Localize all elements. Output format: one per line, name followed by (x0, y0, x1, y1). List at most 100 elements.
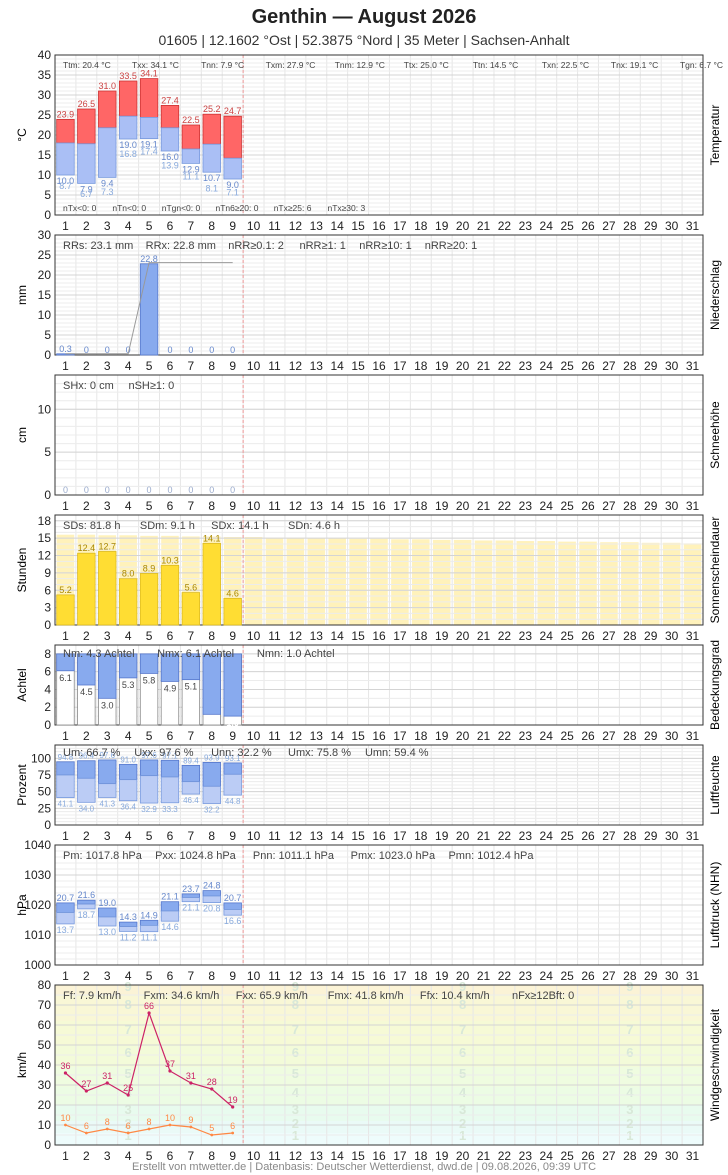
precipitation-ytick: 20 (38, 268, 52, 282)
pressure-xtick: 10 (247, 969, 261, 983)
cloud-xtick: 27 (602, 729, 616, 743)
precipitation-xtick: 11 (268, 359, 281, 373)
wind-beaufort-label: 5 (292, 1066, 299, 1081)
wind-xtick: 28 (623, 1149, 637, 1163)
wind-beaufort-label: 2 (459, 1116, 466, 1131)
temperature-frame (54, 54, 704, 216)
precipitation-label: 0 (167, 345, 172, 355)
humidity-max-label: 97.6 (99, 751, 115, 760)
cloud-stat: Nmn: 1.0 Achtel (257, 648, 335, 660)
wind-xtick: 22 (498, 1149, 512, 1163)
wind-gust-label: 25 (123, 1083, 133, 1093)
wind-mean-label: 5 (209, 1123, 214, 1133)
temperature-ground-label: 7.1 (226, 188, 239, 198)
humidity-min-label: 44.8 (225, 797, 241, 806)
wind-beaufort-label: 4 (626, 1085, 634, 1100)
wind-xtick: 17 (393, 1149, 407, 1163)
temperature-xtick: 24 (540, 219, 554, 233)
sunshine-possible-bar (453, 539, 472, 625)
wind-beaufort-label: 5 (459, 1066, 466, 1081)
snow-xtick: 26 (581, 499, 595, 513)
temperature-ground-label: 16.8 (119, 149, 137, 159)
humidity-ytick: 25 (38, 801, 52, 815)
precipitation-xtick: 12 (289, 359, 303, 373)
sunshine-xtick: 11 (268, 629, 281, 643)
wind-xtick: 9 (229, 1149, 236, 1163)
sunshine-xtick: 29 (644, 629, 658, 643)
humidity-lower-bar (118, 779, 138, 802)
precipitation-xtick: 19 (435, 359, 449, 373)
snow-xtick: 14 (331, 499, 345, 513)
temperature-xtick: 15 (351, 219, 365, 233)
cloud-xtick: 3 (104, 729, 111, 743)
humidity-xtick: 25 (560, 829, 574, 843)
station-info: 01605 | 12.1602 °Ost | 52.3875 °Nord | 3… (158, 32, 570, 48)
pressure-upper-bar (202, 890, 221, 897)
sunshine-possible-bar (495, 540, 514, 625)
humidity-max-label: 93.1 (225, 754, 241, 763)
wind-beaufort-band (55, 1133, 703, 1145)
temperature-xtick: 26 (581, 219, 595, 233)
pressure-upper-bar (181, 893, 201, 898)
humidity-ytick: 75 (38, 768, 52, 782)
temperature-ground-label: 6.7 (80, 189, 93, 199)
wind-gust-point (105, 1081, 109, 1085)
humidity-xtick: 24 (540, 829, 554, 843)
cloud-label: 3.0 (101, 700, 114, 710)
precipitation-label: 0 (230, 345, 235, 355)
snow-xtick: 25 (560, 499, 574, 513)
snow-label: 0 (63, 485, 68, 495)
wind-beaufort-label: 9 (626, 979, 633, 994)
snow-label: 0 (188, 485, 193, 495)
pressure-ytick: 1040 (24, 838, 51, 852)
wind-stat: Fxx: 65.9 km/h (236, 990, 308, 1002)
humidity-upper-bar (77, 760, 96, 779)
wind-mean-label: 8 (105, 1117, 110, 1127)
humidity-xtick: 21 (477, 829, 491, 843)
cloud-bar (181, 653, 201, 681)
temperature-ytick: 25 (38, 108, 52, 122)
wind-beaufort-label: 7 (125, 1022, 132, 1037)
humidity-max-label: 97.1 (162, 751, 178, 760)
cloud-bar (77, 653, 96, 686)
wind-xtick: 19 (435, 1149, 449, 1163)
wind-stat: nFx≥12Bft: 0 (512, 990, 574, 1002)
temperature-xtick: 20 (456, 219, 470, 233)
precipitation-label: 0 (126, 345, 131, 355)
sunshine-xtick: 5 (146, 629, 153, 643)
sunshine-xtick: 14 (331, 629, 345, 643)
cloud-stat: Nmx: 6.1 Achtel (157, 648, 234, 660)
humidity-min-label: 32.9 (141, 805, 157, 814)
snow-xtick: 2 (83, 499, 90, 513)
sunshine-stat: SDn: 4.6 h (288, 520, 340, 532)
precipitation-xtick: 7 (188, 359, 195, 373)
wind-gust-label: 27 (81, 1079, 91, 1089)
pressure-xtick: 15 (351, 969, 365, 983)
sunshine-possible-bar (412, 539, 430, 625)
pressure-min-label: 14.6 (161, 922, 179, 932)
pressure-stat: Pm: 1017.8 hPa (63, 850, 143, 862)
humidity-xtick: 17 (393, 829, 407, 843)
wind-ytick: 70 (38, 998, 52, 1012)
pressure-xtick: 20 (456, 969, 470, 983)
temperature-xtick: 27 (602, 219, 616, 233)
temperature-mean-bar (160, 127, 180, 152)
pressure-max-label: 23.7 (182, 884, 200, 894)
humidity-xtick: 8 (208, 829, 215, 843)
wind-beaufort-label: 3 (626, 1102, 633, 1117)
wind-xtick: 3 (104, 1149, 111, 1163)
cloud-xtick: 8 (208, 729, 215, 743)
snow-label: 0 (147, 485, 152, 495)
wind-ytick: 0 (44, 1138, 51, 1152)
cloud-xtick: 28 (623, 729, 637, 743)
temperature-xtick: 21 (477, 219, 491, 233)
humidity-stat: Umx: 75.8 % (288, 747, 351, 759)
humidity-frame (54, 744, 704, 826)
sunshine-xtick: 28 (623, 629, 637, 643)
sunshine-xtick: 10 (247, 629, 261, 643)
temperature-mean-bar (77, 143, 96, 184)
snow-xtick: 17 (393, 499, 407, 513)
snow-ytick: 5 (44, 445, 51, 459)
wind-beaufort-label: 9 (125, 979, 132, 994)
humidity-min-label: 32.2 (204, 806, 220, 815)
